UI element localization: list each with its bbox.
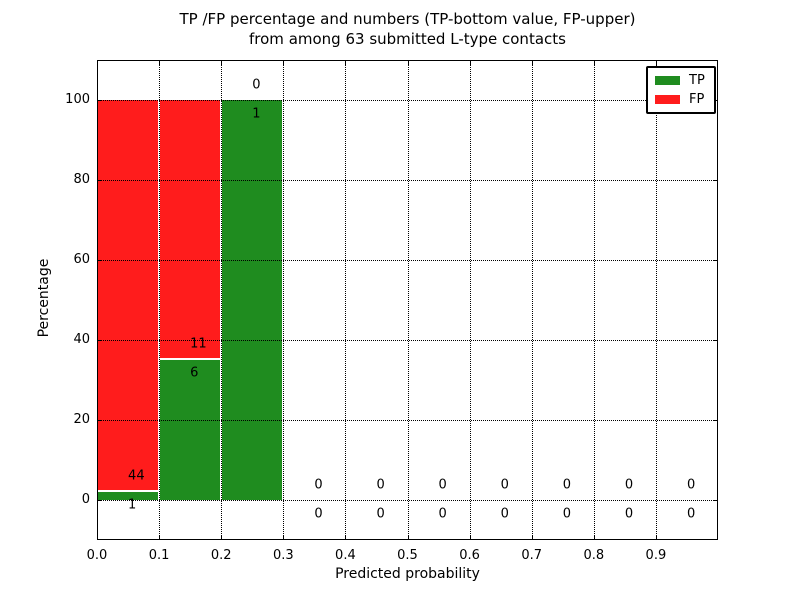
fp-count-label: 0 bbox=[562, 477, 572, 493]
fp-count-label: 0 bbox=[500, 477, 509, 493]
stacked-bar bbox=[221, 100, 284, 500]
fp-count-label: 0 bbox=[376, 477, 385, 493]
tp-count-label: 0 bbox=[500, 506, 509, 522]
v-gridline bbox=[159, 60, 161, 540]
x-tick-label: 0.5 bbox=[397, 548, 418, 563]
v-gridline bbox=[655, 60, 657, 540]
plot-area: 44 1 11 6 0 1 0 0 0 0 0 0 0 0 0 0 0 0 0 0 bbox=[97, 60, 718, 540]
v-gridline bbox=[531, 60, 533, 540]
chart-title: TP /FP percentage and numbers (TP-bottom… bbox=[97, 9, 718, 49]
fp-count-label: 0 bbox=[438, 477, 447, 493]
x-tick-label: 0.7 bbox=[521, 548, 543, 563]
bars-layer bbox=[97, 60, 718, 540]
v-gridline bbox=[345, 60, 347, 540]
fp-count-label: 0 bbox=[624, 477, 634, 493]
legend-row-tp: TP bbox=[655, 73, 705, 88]
fp-count-label: 11 bbox=[190, 336, 207, 352]
fp-count-label: 44 bbox=[128, 468, 145, 484]
v-gridline bbox=[469, 60, 471, 540]
legend-row-fp: FP bbox=[655, 92, 705, 107]
tp-count-label: 0 bbox=[562, 506, 572, 522]
gridlines-layer bbox=[97, 60, 718, 540]
tp-count-label: 1 bbox=[252, 106, 261, 122]
v-gridline bbox=[593, 60, 595, 540]
chart-title-line2: from among 63 submitted L-type contacts bbox=[249, 30, 566, 48]
y-tick-label: 100 bbox=[65, 92, 90, 107]
x-tick-label: 0.6 bbox=[459, 548, 480, 563]
legend-label-tp: TP bbox=[689, 73, 705, 88]
fp-count-label: 0 bbox=[686, 477, 696, 493]
tp-count-label: 0 bbox=[314, 506, 323, 522]
fp-count-label: 0 bbox=[252, 77, 261, 93]
fp-bar-segment bbox=[159, 100, 222, 359]
tp-count-label: 0 bbox=[686, 506, 696, 522]
tp-bar-segment bbox=[221, 100, 284, 500]
tp-count-label: 0 bbox=[624, 506, 634, 522]
stacked-bar bbox=[159, 100, 222, 500]
fp-count-label: 0 bbox=[314, 477, 323, 493]
tp-count-label: 0 bbox=[376, 506, 385, 522]
x-tick-label: 0.0 bbox=[86, 548, 108, 563]
y-tick-label: 40 bbox=[73, 332, 90, 347]
x-tick-label: 0.9 bbox=[645, 548, 667, 563]
legend-label-fp: FP bbox=[689, 92, 705, 107]
x-tick-label: 0.3 bbox=[272, 548, 294, 563]
legend: TP FP bbox=[646, 66, 716, 114]
tp-color-swatch bbox=[655, 76, 680, 85]
bar-labels-layer: 44 1 11 6 0 1 0 0 0 0 0 0 0 0 0 0 0 0 0 0 bbox=[97, 60, 718, 540]
v-gridline bbox=[283, 60, 285, 540]
tp-count-label: 6 bbox=[190, 365, 199, 381]
v-gridline bbox=[407, 60, 409, 540]
x-tick-label: 0.1 bbox=[148, 548, 170, 563]
v-gridline bbox=[221, 60, 223, 540]
tp-count-label: 0 bbox=[438, 506, 447, 522]
x-tick-label: 0.4 bbox=[335, 548, 356, 563]
segment-divider bbox=[159, 357, 222, 360]
fp-color-swatch bbox=[655, 95, 680, 104]
y-tick-label: 20 bbox=[73, 412, 90, 427]
x-tick-label: 0.8 bbox=[583, 548, 605, 563]
y-tick-label: 0 bbox=[81, 492, 90, 507]
segment-divider bbox=[97, 490, 160, 493]
y-tick-label: 80 bbox=[73, 172, 90, 187]
y-tick-label: 60 bbox=[73, 252, 90, 267]
x-tick-label: 0.2 bbox=[210, 548, 232, 563]
x-axis-label: Predicted probability bbox=[335, 566, 480, 582]
chart-title-line1: TP /FP percentage and numbers (TP-bottom… bbox=[179, 10, 636, 28]
y-axis-label: Percentage bbox=[36, 258, 52, 338]
tp-count-label: 1 bbox=[128, 497, 137, 513]
